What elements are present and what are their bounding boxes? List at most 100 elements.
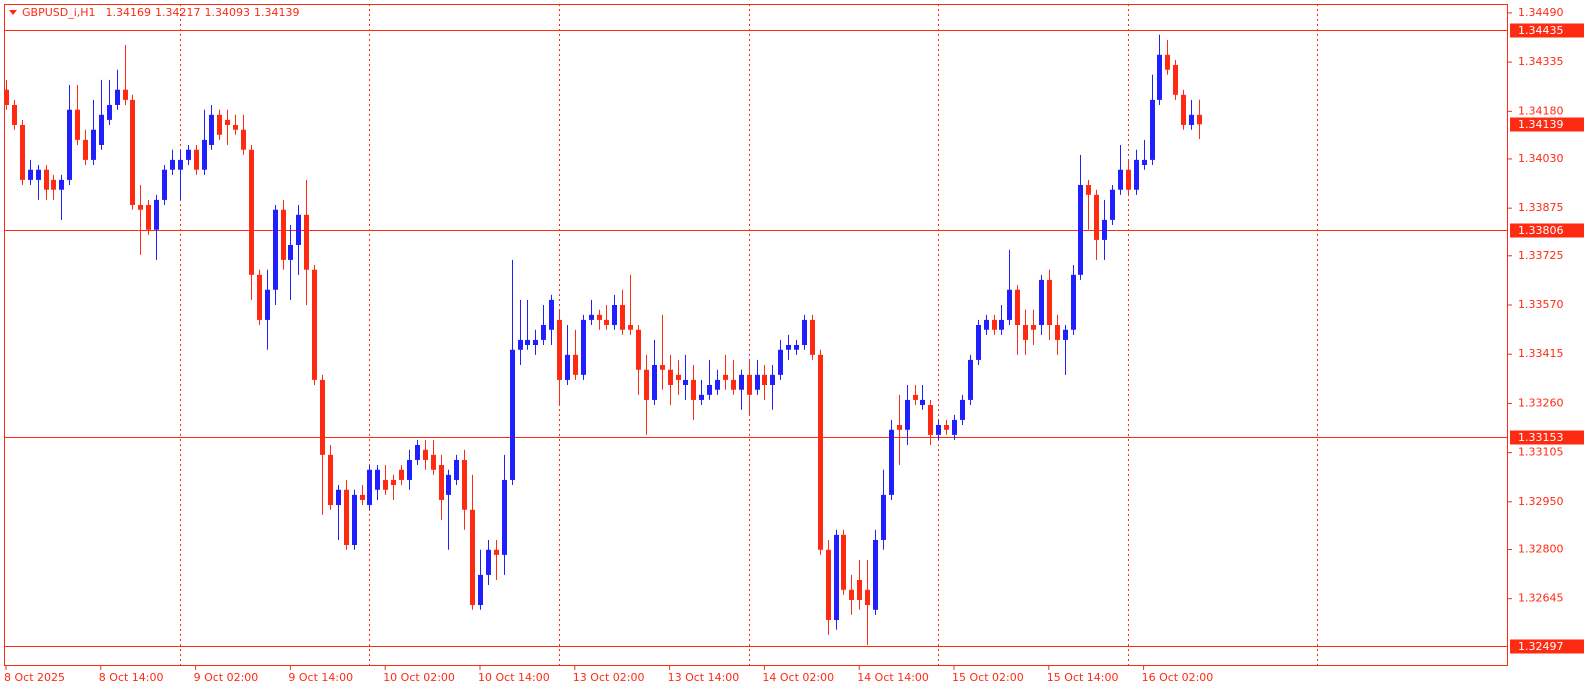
candle-body	[1063, 329, 1068, 340]
low-price: 1.34093	[205, 6, 251, 19]
symbol: GBPUSD_i,H1	[22, 6, 96, 19]
collapse-icon[interactable]	[9, 10, 17, 15]
candle-body	[1078, 184, 1083, 275]
candle-body	[944, 425, 949, 430]
candle-body	[565, 354, 570, 380]
open-price: 1.34169	[106, 6, 152, 19]
candle-body	[162, 169, 167, 200]
candle-body	[794, 345, 799, 350]
candle-body	[818, 354, 823, 550]
candle-body	[1047, 279, 1052, 325]
candle-body	[431, 454, 436, 470]
candle-body	[841, 534, 846, 590]
candle-body	[1110, 189, 1115, 220]
candle-body	[4, 89, 9, 105]
candle-body	[992, 319, 997, 330]
candle-body	[1197, 114, 1202, 125]
x-tick-label: 8 Oct 2025	[4, 671, 65, 684]
candle-body	[533, 339, 538, 346]
candle-body	[257, 274, 262, 320]
price-level-box	[1510, 223, 1584, 238]
candle-body	[391, 479, 396, 486]
x-tick-label: 15 Oct 14:00	[1047, 671, 1119, 684]
y-tick-label: 1.33415	[1518, 347, 1564, 360]
y-tick-label: 1.33570	[1518, 298, 1564, 311]
x-tick-label: 13 Oct 02:00	[573, 671, 645, 684]
candle-body	[676, 374, 681, 380]
price-level-box	[1510, 639, 1584, 654]
y-tick-label: 1.33105	[1518, 446, 1564, 459]
y-tick-label: 1.34335	[1518, 55, 1564, 68]
candle-body	[1094, 194, 1099, 240]
candle-body	[873, 539, 878, 610]
price-level-box	[1510, 23, 1584, 38]
y-tick-label: 1.34030	[1518, 152, 1564, 165]
candle-body	[936, 425, 941, 435]
candle-body	[889, 429, 894, 495]
high-price: 1.34217	[155, 6, 201, 19]
candle-body	[581, 319, 586, 375]
candle-body	[999, 319, 1004, 330]
candle-body	[1015, 289, 1020, 325]
candle-body	[478, 574, 483, 606]
candle-body	[186, 149, 191, 160]
y-tick-label: 1.32950	[1518, 495, 1564, 508]
candle-body	[802, 319, 807, 346]
candle-body	[628, 324, 633, 330]
candle-body	[352, 494, 357, 546]
candle-body	[423, 449, 428, 460]
candle-body	[344, 489, 349, 546]
candle-body	[502, 479, 507, 555]
candle-body	[241, 129, 246, 150]
candle-body	[549, 299, 554, 330]
candle-body	[312, 269, 317, 380]
candle-body	[1142, 159, 1147, 165]
candle-body	[683, 379, 688, 386]
candle-body	[462, 459, 467, 510]
candle-body	[1126, 169, 1131, 190]
candle-body	[83, 139, 88, 160]
candle-body	[952, 419, 957, 435]
candle-body	[755, 374, 760, 390]
candle-body	[1150, 99, 1155, 160]
candle-body	[233, 124, 238, 130]
candle-body	[928, 405, 933, 435]
candle-body	[249, 149, 254, 275]
current-price-label: 1.34139	[1518, 118, 1564, 131]
candle-body	[786, 345, 791, 350]
x-tick-label: 9 Oct 14:00	[288, 671, 353, 684]
candle-body	[557, 319, 562, 380]
candle-body	[762, 374, 767, 386]
candle-body	[415, 445, 420, 460]
y-tick-label: 1.33260	[1518, 396, 1564, 409]
x-tick-label: 16 Oct 02:00	[1142, 671, 1214, 684]
candle-body	[652, 365, 657, 400]
candle-body	[510, 349, 515, 480]
candle-body	[91, 129, 96, 160]
candle-body	[367, 469, 372, 506]
candle-body	[1165, 54, 1170, 70]
candle-body	[383, 479, 388, 490]
price-level-label: 1.34435	[1518, 24, 1564, 37]
candle-body	[115, 89, 120, 105]
candle-body	[194, 149, 199, 170]
close-price: 1.34139	[254, 6, 300, 19]
candle-body	[897, 425, 902, 430]
candle-body	[36, 169, 41, 180]
candle-body	[660, 365, 665, 370]
candle-body	[644, 369, 649, 400]
x-tick-label: 15 Oct 02:00	[952, 671, 1024, 684]
candle-body	[273, 209, 278, 290]
candle-body	[920, 399, 925, 406]
y-tick-label: 1.34180	[1518, 104, 1564, 117]
x-tick-label: 13 Oct 14:00	[668, 671, 740, 684]
candle-body	[1173, 64, 1178, 95]
candle-body	[589, 314, 594, 320]
candle-body	[573, 354, 578, 375]
candle-body	[691, 379, 696, 400]
candle-body	[834, 534, 839, 620]
candle-body	[707, 385, 712, 395]
candle-body	[296, 214, 301, 245]
candle-body	[265, 289, 270, 320]
